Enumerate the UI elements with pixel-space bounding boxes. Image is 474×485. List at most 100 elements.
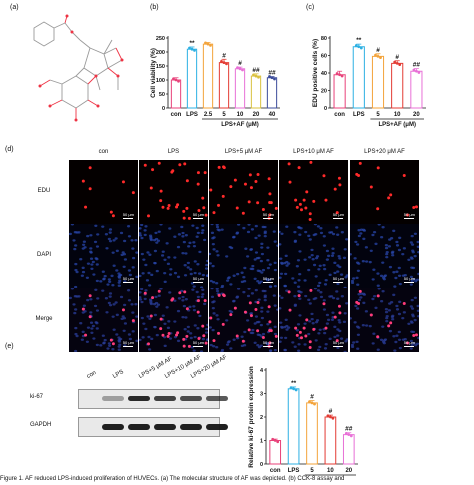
cell-nuclei <box>209 165 278 220</box>
x-tick-label: 20 <box>413 112 420 118</box>
microscopy-row-label: EDU <box>37 188 51 194</box>
data-point <box>204 41 207 45</box>
cell-nuclei <box>143 161 208 220</box>
x-tick-label: 5 <box>376 112 380 118</box>
panel-label-a: (a) <box>10 4 19 11</box>
group-label: LPS+AF (μM) <box>378 122 416 128</box>
cell-nuclei <box>287 160 342 221</box>
y-tick-label: 50 <box>159 92 165 98</box>
data-point <box>271 437 275 441</box>
data-point <box>270 76 274 80</box>
y-tick-label: 60 <box>321 54 327 60</box>
significance-mark: ** <box>189 40 195 47</box>
cell-nuclei <box>350 224 419 288</box>
scale-bar: 50 μm <box>403 340 415 347</box>
data-point <box>177 79 180 83</box>
panel-label-b: (b) <box>150 4 159 11</box>
y-tick-label: 20 <box>321 89 327 95</box>
data-point <box>308 400 311 404</box>
data-point <box>338 73 341 77</box>
data-point <box>209 43 212 47</box>
lane-label: LPS <box>112 369 125 380</box>
significance-mark: ** <box>291 380 297 387</box>
data-point <box>412 68 416 72</box>
chart-c-edu-positive: EDU positive cells (%) 0 20 40 60 80 con ** LPS #… <box>312 36 426 128</box>
data-point <box>326 414 330 418</box>
bar <box>324 416 337 465</box>
microscopy-column-label: LPS+10 μM AF <box>293 149 334 155</box>
data-point <box>225 62 228 66</box>
data-point <box>395 61 399 65</box>
blot-band <box>128 424 150 430</box>
significance-mark: ## <box>268 70 276 77</box>
scale-bar: 50 μm <box>262 340 274 347</box>
cell-nuclei <box>69 224 138 288</box>
data-point <box>335 72 339 75</box>
x-tick-label: 20 <box>345 468 352 474</box>
data-point <box>398 63 402 66</box>
significance-mark: ## <box>413 62 421 69</box>
x-tick-label: 5 <box>222 112 226 118</box>
y-tick-label: 40 <box>321 71 327 77</box>
blot-membrane <box>78 389 228 409</box>
data-point <box>354 44 358 47</box>
blot-band <box>206 396 228 401</box>
data-point <box>349 434 353 438</box>
data-point <box>172 77 175 81</box>
blot-band <box>154 424 176 430</box>
data-point <box>206 42 210 46</box>
data-point <box>190 47 194 51</box>
data-point <box>254 74 258 78</box>
y-tick-label: 0 <box>162 106 165 112</box>
y-tick-label: 80 <box>321 36 327 42</box>
cell-nuclei <box>209 288 278 352</box>
data-point <box>415 69 418 73</box>
microscopy-image: 50 μm <box>139 160 208 224</box>
data-point <box>292 387 295 391</box>
data-point <box>374 53 377 57</box>
data-point <box>220 60 223 63</box>
significance-mark: # <box>310 394 314 401</box>
x-tick-label: con <box>270 468 281 474</box>
protein-label: GAPDH <box>30 422 52 428</box>
y-tick-label: 200 <box>156 50 165 56</box>
scale-bar: 50 μm <box>262 212 274 219</box>
figure-caption: Figure 1. AF reduced LPS-induced prolife… <box>0 476 345 482</box>
data-point <box>359 46 363 50</box>
microscopy-image: 50 μm <box>279 288 348 352</box>
significance-mark: # <box>376 47 380 54</box>
chart-b-cell-viability: Cell viability (%) 0 50 100 150 200 250 con ** LP… <box>150 36 280 128</box>
data-point <box>313 402 316 406</box>
blot-band <box>102 396 124 401</box>
significance-mark: # <box>238 60 242 67</box>
y-tick-label: 150 <box>156 64 165 70</box>
scale-bar: 50 μm <box>332 212 344 219</box>
data-point <box>329 415 332 419</box>
y-tick-label: 100 <box>156 78 165 84</box>
microscopy-row-label: Merge <box>35 316 53 322</box>
data-point <box>241 68 244 72</box>
y-axis-label: EDU positive cells (%) <box>312 39 319 107</box>
group-label: LPS+AF (μM) <box>221 122 259 128</box>
microscopy-image: 50 μm <box>69 160 138 224</box>
scale-bar: 50 μm <box>332 276 344 283</box>
scale-bar: 50 μm <box>332 340 344 347</box>
scale-bar: 50 μm <box>122 340 134 347</box>
data-point <box>289 386 293 389</box>
data-point <box>252 73 255 77</box>
scale-bar: 50 μm <box>122 276 134 283</box>
y-tick-label: 4 <box>260 368 264 374</box>
data-point <box>257 75 260 79</box>
data-point <box>376 54 380 58</box>
blot-band <box>128 396 150 401</box>
cell-nuclei <box>139 224 208 288</box>
x-tick-label: 5 <box>310 468 314 474</box>
blot-band <box>180 396 202 401</box>
microscopy-panel: con LPS LPS+5 μM AF LPS+10 μM AF LPS+20 μM A… <box>35 149 419 352</box>
data-point <box>294 388 298 392</box>
panel-label-e: (e) <box>5 343 14 350</box>
scale-bar: 50 μm <box>403 276 415 283</box>
data-point <box>393 60 397 64</box>
panel-label-c: (c) <box>306 4 315 11</box>
